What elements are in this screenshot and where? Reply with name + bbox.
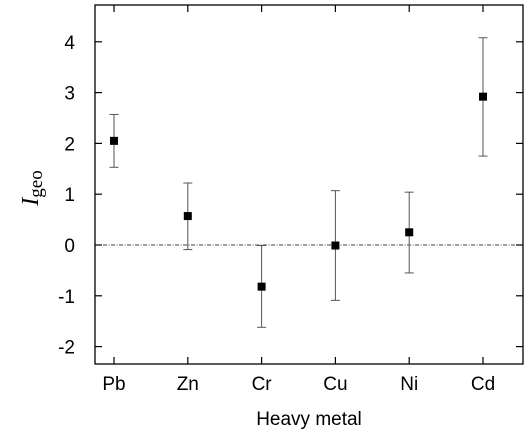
- x-tick-label: Cu: [323, 374, 347, 395]
- x-axis-label: Heavy metal: [256, 409, 362, 430]
- y-tick-label: -2: [58, 338, 75, 359]
- y-tick-label: -1: [58, 287, 75, 308]
- y-axis-ticks: -2 -1 0 1 2 3 4: [58, 33, 523, 359]
- data-point-cr: [257, 282, 266, 291]
- y-axis-label: Igeo: [18, 170, 47, 206]
- x-tick-label: Pb: [102, 374, 125, 395]
- y-axis-label-main: I: [18, 197, 44, 207]
- data-point-cd: [479, 92, 487, 101]
- x-tick-label: Cr: [252, 374, 273, 395]
- plot-frame: [94, 4, 524, 365]
- y-tick-label: 2: [64, 134, 75, 155]
- data-point-cu: [331, 241, 340, 250]
- data-points: [110, 92, 487, 291]
- x-tick-label: Zn: [177, 374, 199, 395]
- x-tick-label: Ni: [400, 374, 418, 395]
- x-axis-ticks: Pb Zn Cr Cu Ni Cd: [102, 5, 495, 395]
- data-point-ni: [405, 228, 414, 237]
- y-tick-label: 3: [64, 84, 75, 105]
- y-tick-label: 0: [64, 236, 75, 257]
- y-tick-label: 4: [64, 33, 75, 54]
- data-point-pb: [110, 136, 118, 145]
- y-tick-label: 1: [64, 185, 75, 206]
- x-tick-label: Cd: [471, 374, 495, 395]
- data-point-zn: [183, 212, 192, 221]
- y-axis-label-subscript: geo: [26, 170, 47, 197]
- error-bars: [109, 37, 488, 328]
